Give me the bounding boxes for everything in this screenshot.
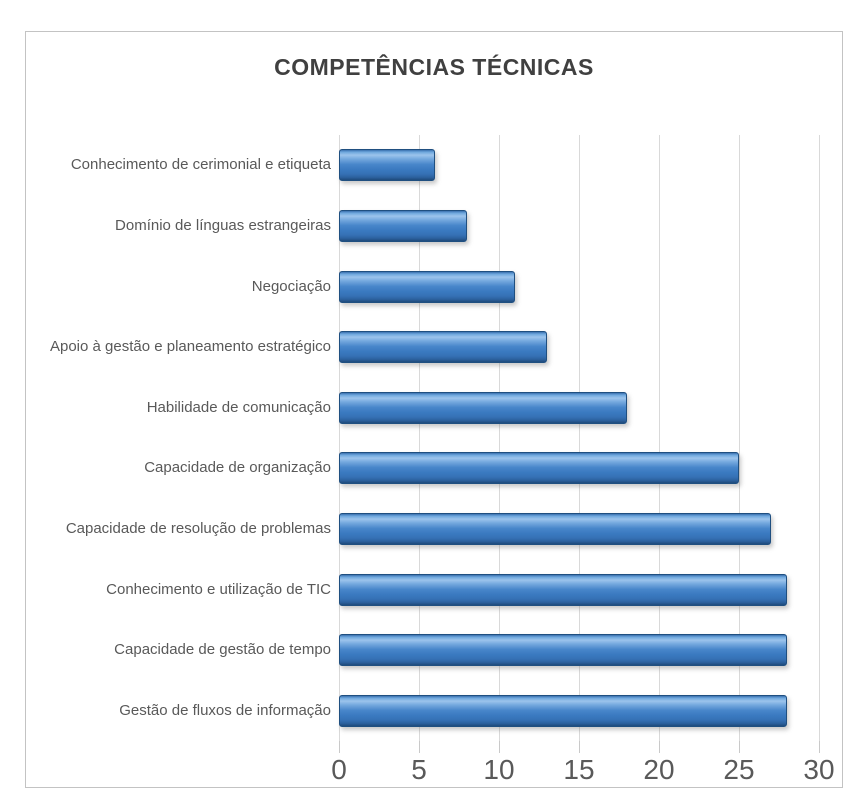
bar-9 — [339, 634, 787, 667]
category-label-5: Habilidade de comunicação — [146, 398, 331, 416]
x-tick-label-20: 20 — [643, 754, 675, 785]
bar-10 — [339, 694, 787, 727]
category-label-10: Gestão de fluxos de informação — [119, 701, 331, 719]
category-label-4: Apoio à gestão e planeamento estratégico — [49, 338, 331, 356]
x-tick-label-15: 15 — [563, 754, 595, 785]
gridline-5 — [418, 135, 420, 741]
gridline-20 — [658, 135, 660, 741]
bar-2 — [339, 209, 467, 242]
axis-tick-30 — [818, 741, 820, 753]
bar-4 — [339, 331, 547, 364]
bar-8 — [339, 573, 787, 606]
x-tick-label-30: 30 — [803, 754, 835, 785]
gridline-15 — [578, 135, 580, 741]
x-tick-label-25: 25 — [723, 754, 755, 785]
axis-tick-15 — [578, 741, 580, 753]
gridline-10 — [498, 135, 500, 741]
category-axis: Conhecimento de cerimonial e etiqueta Dom… — [30, 135, 331, 741]
x-tick-label-5: 5 — [411, 754, 427, 785]
bar-7 — [339, 512, 771, 545]
category-label-6: Capacidade de organização — [144, 459, 331, 477]
axis-tick-0 — [338, 741, 340, 753]
category-label-7: Capacidade de resolução de problemas — [65, 519, 331, 537]
bar-3 — [339, 270, 515, 303]
category-label-9: Capacidade de gestão de tempo — [114, 641, 331, 659]
axis-tick-10 — [498, 741, 500, 753]
category-label-8: Conhecimento e utilização de TIC — [106, 580, 331, 598]
bar-1 — [339, 149, 435, 182]
axis-tick-5 — [418, 741, 420, 753]
category-label-3: Negociação — [251, 277, 331, 295]
gridline-30 — [818, 135, 820, 741]
axis-tick-20 — [658, 741, 660, 753]
gridline-0 — [338, 135, 340, 741]
chart-title: COMPETÊNCIAS TÉCNICAS — [274, 54, 594, 80]
gridline-25 — [738, 135, 740, 741]
x-tick-label-10: 10 — [483, 754, 515, 785]
bar-5 — [339, 391, 627, 424]
bar-6 — [339, 452, 739, 485]
plot-area: 0 5 10 15 20 25 30 — [331, 135, 835, 785]
axis-tick-25 — [738, 741, 740, 753]
x-tick-label-0: 0 — [331, 754, 347, 785]
category-label-1: Conhecimento de cerimonial e etiqueta — [70, 156, 331, 174]
chart-frame: COMPETÊNCIAS TÉCNICAS 0 5 10 15 20 25 30 Conhe… — [25, 31, 843, 788]
category-label-2: Domínio de línguas estrangeiras — [115, 216, 331, 234]
